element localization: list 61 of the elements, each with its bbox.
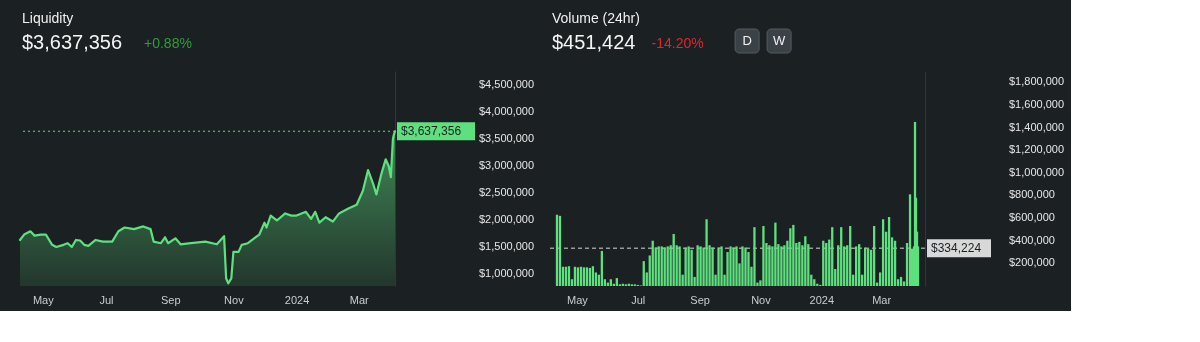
- chart-subtitle: $3,637,356: [22, 31, 123, 53]
- bar: [747, 252, 750, 286]
- y-tick-label: $400,000: [1009, 233, 1055, 246]
- x-tick-label: 2024: [284, 293, 310, 306]
- x-tick-label: Nov: [751, 293, 772, 306]
- bar: [762, 226, 765, 286]
- ref-line-label: $334,224: [931, 241, 982, 256]
- x-tick-label: May: [567, 293, 589, 306]
- y-tick-label: $4,500,000: [479, 77, 535, 90]
- x-tick-label: May: [32, 293, 55, 306]
- y-tick-label: $2,500,000: [479, 185, 535, 198]
- y-tick-label: $200,000: [1009, 256, 1055, 269]
- y-tick-label: $4,000,000: [479, 104, 535, 117]
- y-tick-label: $1,400,000: [1009, 120, 1065, 133]
- x-tick-label: Sep: [160, 293, 181, 306]
- bar: [768, 245, 771, 286]
- x-tick-label: Nov: [224, 293, 245, 306]
- y-tick-label: $3,000,000: [479, 158, 535, 171]
- chart-subtitle: $451,424: [552, 31, 636, 53]
- bar: [789, 228, 792, 286]
- y-tick-label: $2,000,000: [479, 212, 535, 225]
- ref-line-label: $3,637,356: [401, 124, 462, 139]
- bar: [774, 222, 777, 286]
- text: D: [742, 33, 752, 48]
- y-tick-label: $1,800,000: [1009, 75, 1065, 88]
- bar: [717, 247, 720, 286]
- y-tick-label: $1,600,000: [1009, 97, 1065, 110]
- bar: [735, 246, 738, 286]
- y-tick-label: $1,000,000: [479, 267, 535, 280]
- bar: [684, 247, 687, 286]
- bar: [687, 246, 690, 286]
- x-tick-label: Jul: [631, 293, 646, 306]
- bar: [744, 247, 747, 286]
- x-tick-label: Mar: [349, 293, 370, 306]
- x-tick-label: Sep: [690, 293, 710, 306]
- x-tick-label: Mar: [872, 293, 892, 306]
- bar: [690, 249, 693, 286]
- bar: [705, 219, 708, 286]
- bar: [729, 246, 732, 286]
- y-tick-label: $1,200,000: [1009, 143, 1065, 156]
- text: -14.20%: [651, 35, 704, 51]
- y-tick-label: $1,000,000: [1009, 165, 1065, 178]
- bar: [699, 246, 702, 286]
- bar: [783, 245, 786, 286]
- x-tick-label: Jul: [99, 293, 114, 306]
- text: W: [772, 33, 786, 48]
- y-tick-label: $600,000: [1009, 211, 1055, 224]
- bar: [753, 227, 756, 286]
- chart-title: Liquidity: [22, 10, 74, 26]
- y-tick-label: $800,000: [1009, 188, 1055, 201]
- bar: [720, 246, 723, 286]
- bar: [780, 246, 783, 286]
- text: +0.88%: [144, 35, 192, 51]
- y-tick-label: $1,500,000: [479, 240, 535, 253]
- chart-title: Volume (24hr): [552, 10, 640, 26]
- bar: [732, 247, 735, 286]
- bar: [696, 245, 699, 286]
- bar: [711, 247, 714, 286]
- bar: [741, 246, 744, 286]
- x-tick-label: 2024: [809, 293, 835, 306]
- y-tick-label: $3,500,000: [479, 131, 535, 144]
